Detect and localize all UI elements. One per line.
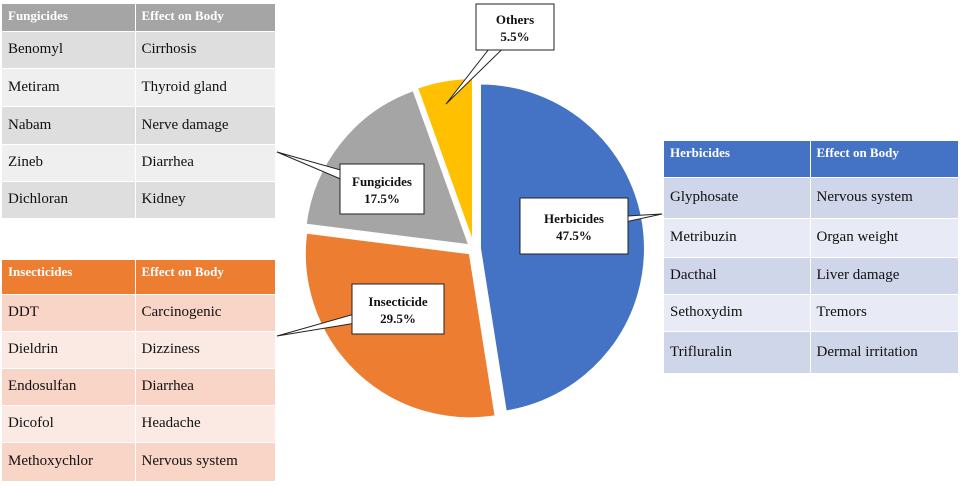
pie-callouts: Herbicides 47.5% Insecticide 29.5% Fungicide… xyxy=(276,3,663,337)
insecticides-table: Insecticides Effect on Body DDT Carcinog… xyxy=(2,260,275,481)
table-row: Dicofol Headache xyxy=(2,405,275,443)
table-row: Nabam Nerve damage xyxy=(2,106,275,145)
pesticide-name: Zineb xyxy=(2,144,136,182)
effect-on-body: Dizziness xyxy=(135,331,275,369)
pesticide-name: Dacthal xyxy=(664,257,811,295)
table-header-row: Herbicides Effect on Body xyxy=(664,141,958,178)
effect-on-body: Dermal irritation xyxy=(816,343,918,360)
effect-on-body: Carcinogenic xyxy=(135,294,275,332)
table-row: Dacthal Liver damage xyxy=(664,257,958,295)
effect-on-body: Tremors xyxy=(810,294,958,332)
table-header-cell: Herbicides xyxy=(664,141,811,178)
table-header-row: Fungicides Effect on Body xyxy=(2,4,275,32)
effect-on-body: Nervous system xyxy=(141,453,238,470)
pesticide-name: Glyphosate xyxy=(664,177,811,219)
table-row: Methoxychlor Nervous system xyxy=(2,442,275,481)
table-header-cell: Fungicides xyxy=(2,4,136,32)
slice-value-label: 17.5% xyxy=(364,191,400,206)
callout-herbicides: Herbicides 47.5% xyxy=(519,197,663,255)
effect-on-body: Nervous system xyxy=(810,177,958,219)
table-row: Dieldrin Dizziness xyxy=(2,331,275,369)
table-row: Metiram Thyroid gland xyxy=(2,68,275,107)
effect-on-body: Liver damage xyxy=(810,257,958,295)
pesticide-name: Dichloran xyxy=(2,181,136,218)
pesticide-name: DDT xyxy=(2,294,136,332)
callout-box-fill xyxy=(353,285,443,333)
pesticide-name: Dieldrin xyxy=(2,331,136,369)
pesticide-name: Metiram xyxy=(2,68,136,107)
slice-label: Others xyxy=(496,12,534,27)
effect-on-body: Nerve damage xyxy=(135,106,275,145)
table-row: Trifluralin Dermal irritation xyxy=(664,331,958,373)
table-row: Sethoxydim Tremors xyxy=(664,294,958,332)
table-header-cell: Insecticides xyxy=(2,260,136,295)
slice-value-label: 5.5% xyxy=(500,29,529,44)
table-header-cell: Effect on Body xyxy=(810,141,958,178)
table-row: Dichloran Kidney xyxy=(2,181,275,218)
pesticide-name: Endosulfan xyxy=(2,368,136,406)
table-header-cell: Effect on Body xyxy=(135,260,275,295)
slice-label: Insecticide xyxy=(368,294,427,309)
slice-label: Fungicides xyxy=(352,174,412,189)
effect-on-body: Organ weight xyxy=(810,218,958,258)
callout-box-fill xyxy=(477,5,553,49)
table-header-cell: Effect on Body xyxy=(135,4,275,32)
herbicides-table: Herbicides Effect on Body Glyphosate Ner… xyxy=(664,141,958,373)
effect-on-body: Thyroid gland xyxy=(135,68,275,107)
effect-on-body: Headache xyxy=(135,405,275,443)
slice-value-label: 29.5% xyxy=(380,311,416,326)
effect-on-body: Cirrhosis xyxy=(135,31,275,69)
table-header-row: Insecticides Effect on Body xyxy=(2,260,275,295)
slice-value-label: 47.5% xyxy=(556,228,592,243)
table-row: Endosulfan Diarrhea xyxy=(2,368,275,406)
table-row: DDT Carcinogenic xyxy=(2,294,275,332)
pesticide-name: Metribuzin xyxy=(664,218,811,258)
effect-on-body: Kidney xyxy=(141,191,186,208)
effect-on-body: Diarrhea xyxy=(135,144,275,182)
pesticide-name: Dicofol xyxy=(2,405,136,443)
callout-box-fill xyxy=(521,199,627,253)
pesticide-name: Methoxychlor xyxy=(2,442,136,481)
callout-others: Others 5.5% xyxy=(445,3,555,105)
fungicides-table: Fungicides Effect on Body Benomyl Cirrho… xyxy=(2,4,275,218)
table-row: Metribuzin Organ weight xyxy=(664,218,958,258)
table-row: Zineb Diarrhea xyxy=(2,144,275,182)
table-row: Benomyl Cirrhosis xyxy=(2,31,275,69)
pesticide-name: Benomyl xyxy=(2,31,136,69)
slice-label: Herbicides xyxy=(544,211,604,226)
callout-fungicides: Fungicides 17.5% xyxy=(276,151,425,215)
effect-on-body: Diarrhea xyxy=(135,368,275,406)
callout-box-fill xyxy=(341,165,423,213)
pesticide-name: Sethoxydim xyxy=(664,294,811,332)
table-row: Glyphosate Nervous system xyxy=(664,177,958,219)
pesticide-name: Nabam xyxy=(2,106,136,145)
pesticide-name: Trifluralin xyxy=(664,331,811,373)
callout-insecticide: Insecticide 29.5% xyxy=(276,283,445,337)
